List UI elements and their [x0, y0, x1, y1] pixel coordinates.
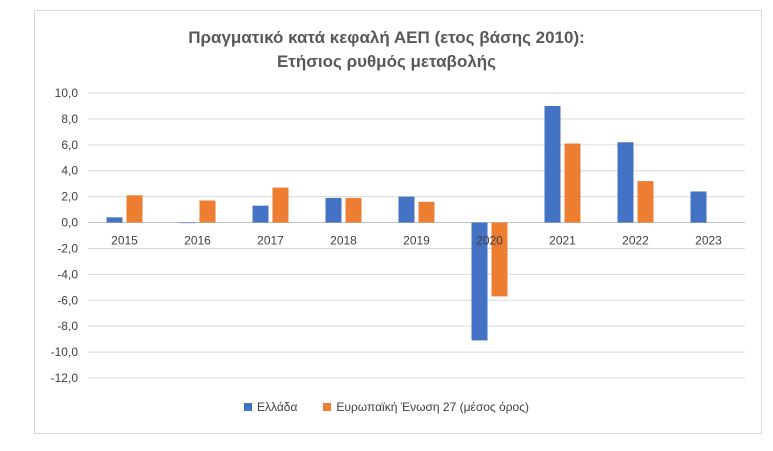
bar-eu27-2016 — [199, 200, 216, 223]
bar-greece-2018 — [325, 197, 342, 223]
y-tick-label: 8,0 — [61, 112, 78, 126]
legend: Ελλάδα Ευρωπαϊκή Ένωση 27 (μέσος όρος) — [0, 400, 773, 414]
bar-greece-2021 — [544, 105, 561, 223]
bar-greece-2015 — [106, 217, 123, 223]
bar-greece-2020 — [471, 222, 488, 341]
legend-item-greece: Ελλάδα — [244, 400, 297, 414]
bar-greece-2022 — [617, 142, 634, 223]
bar-greece-2017 — [252, 205, 269, 223]
legend-item-eu27: Ευρωπαϊκή Ένωση 27 (μέσος όρος) — [323, 400, 529, 414]
x-tick-label: 2023 — [695, 234, 722, 248]
bar-greece-2016 — [179, 222, 196, 224]
y-tick-label: -4,0 — [57, 267, 78, 281]
bar-eu27-2017 — [272, 187, 289, 223]
x-tick-label: 2022 — [622, 234, 649, 248]
y-tick-label: -6,0 — [57, 293, 78, 307]
legend-swatch-greece — [244, 403, 252, 411]
y-tick-label: -2,0 — [57, 241, 78, 255]
x-tick-label: 2019 — [403, 234, 430, 248]
bar-eu27-2021 — [564, 143, 581, 223]
x-tick-label: 2020 — [476, 234, 503, 248]
bar-greece-2023 — [690, 191, 707, 223]
bar-eu27-2022 — [637, 181, 654, 223]
x-tick-label: 2015 — [111, 234, 138, 248]
bar-eu27-2019 — [418, 201, 435, 223]
x-tick-label: 2021 — [549, 234, 576, 248]
y-tick-label: -12,0 — [51, 371, 79, 385]
y-tick-label: -10,0 — [51, 345, 79, 359]
bar-eu27-2015 — [126, 195, 143, 223]
x-tick-label: 2016 — [184, 234, 211, 248]
y-tick-label: 0,0 — [61, 216, 78, 230]
y-tick-label: 10,0 — [55, 86, 79, 100]
y-tick-label: 4,0 — [61, 164, 78, 178]
x-tick-label: 2017 — [257, 234, 284, 248]
legend-label-greece: Ελλάδα — [257, 400, 298, 414]
y-tick-label: 6,0 — [61, 138, 78, 152]
legend-label-eu27: Ευρωπαϊκή Ένωση 27 (μέσος όρος) — [336, 400, 529, 414]
x-tick-label: 2018 — [330, 234, 357, 248]
chart-subtitle: Ετήσιος ρυθμός μεταβολής — [276, 52, 497, 71]
bar-eu27-2020 — [491, 222, 508, 297]
legend-swatch-eu27 — [323, 403, 332, 411]
y-tick-label: -8,0 — [57, 319, 78, 333]
bar-eu27-2018 — [345, 197, 362, 223]
y-tick-label: 2,0 — [61, 190, 78, 204]
bar-greece-2019 — [398, 196, 415, 223]
chart-title: Πραγματικό κατά κεφαλή ΑΕΠ (ετος βάσης 2… — [188, 28, 585, 47]
